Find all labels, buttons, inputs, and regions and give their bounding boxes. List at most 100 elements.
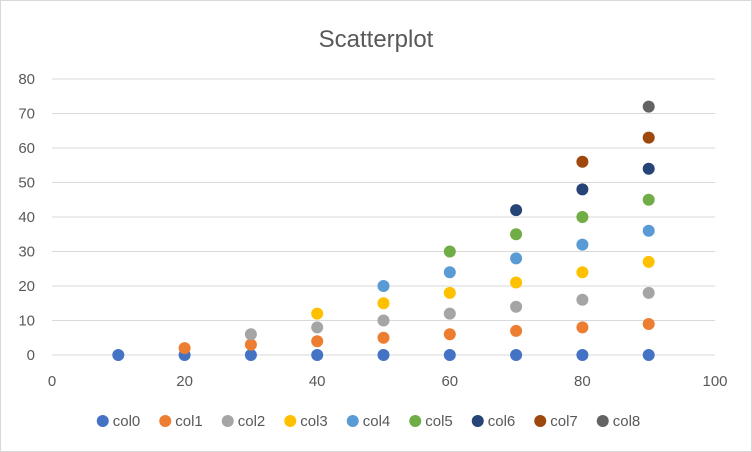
data-point [510,349,523,361]
legend-item-col3: col3 [284,413,328,430]
data-point [642,349,655,361]
data-point [178,342,191,355]
legend-label: col3 [300,413,328,430]
legend-label: col7 [550,413,578,430]
legend-item-col4: col4 [346,413,391,430]
y-tick-label: 40 [18,209,35,226]
series-col1 [178,317,655,355]
y-tick-label: 0 [27,347,35,364]
data-point [311,307,324,320]
legend-item-col1: col1 [159,413,203,430]
data-point [377,349,390,361]
legend-marker [159,415,172,427]
x-tick-label: 20 [176,373,193,390]
data-point [112,349,125,361]
data-point [576,293,589,306]
data-point [311,335,324,348]
legend-label: col1 [175,413,203,430]
legend-marker [534,415,547,427]
series-col6 [510,162,655,217]
gridlines [52,78,715,356]
data-point [244,349,257,361]
data-point [377,297,390,310]
data-point [576,321,589,334]
series-col0 [112,349,655,361]
y-tick-label: 80 [18,71,35,88]
legend-marker [596,415,609,427]
x-tick-label: 80 [574,373,591,390]
legend-item-col0: col0 [96,413,141,430]
series-col3 [311,255,655,320]
data-point [510,204,523,217]
x-tick-label: 0 [48,373,56,390]
data-point [642,193,655,206]
x-axis-ticks: 0 20 40 60 80 100 [48,373,728,390]
data-point [576,238,589,251]
legend-label: col8 [613,413,641,430]
data-point [576,155,589,168]
legend-marker [284,415,297,427]
series-col2 [244,286,655,341]
y-tick-label: 20 [18,278,35,295]
data-point [576,183,589,196]
data-point [244,338,257,351]
legend-label: col6 [488,413,516,430]
data-point [443,328,456,341]
data-point [443,286,456,299]
data-point [377,280,390,292]
data-point [443,307,456,320]
legend-item-col2: col2 [221,413,266,430]
x-tick-label: 100 [702,373,727,390]
legend-label: col4 [363,413,391,430]
x-tick-label: 60 [441,373,458,390]
x-tick-label: 40 [309,373,326,390]
y-tick-label: 70 [18,106,35,123]
data-point [443,349,456,361]
data-point [510,228,523,241]
data-point [642,100,655,113]
legend: col0 col1 col2 col3 col4 col5 col6 col7 col8 [96,413,641,430]
data-point [642,162,655,175]
legend-marker [471,415,484,427]
legend-marker [346,415,359,427]
legend-label: col2 [238,413,266,430]
y-tick-label: 60 [18,140,35,157]
series-col8 [642,100,655,113]
y-tick-label: 10 [18,313,35,330]
series-col7 [576,131,655,168]
legend-item-col5: col5 [409,413,453,430]
data-point [443,266,456,279]
legend-label: col0 [113,413,141,430]
data-point [576,349,589,361]
chart-title: Scatterplot [319,26,434,53]
data-point [311,349,324,361]
data-point [510,300,523,313]
data-point [244,328,257,341]
y-tick-label: 30 [18,244,35,261]
data-point [576,211,589,223]
series-col5 [443,193,655,258]
data-point [642,224,655,237]
data-point [642,131,655,144]
legend-item-col6: col6 [471,413,516,430]
data-point [377,314,390,327]
data-point [510,252,523,265]
data-point [443,245,456,258]
legend-marker [221,415,234,427]
y-tick-label: 50 [18,175,35,192]
data-points [112,100,655,361]
data-point [377,331,390,344]
legend-marker [409,415,422,427]
data-point [642,286,655,299]
data-point [642,255,655,268]
legend-item-col8: col8 [596,413,641,430]
legend-label: col5 [425,413,453,430]
y-axis-ticks: 0 10 20 30 40 50 60 70 80 [18,71,35,364]
legend-item-col7: col7 [534,413,578,430]
data-point [510,276,523,289]
data-point [576,266,589,279]
data-point [311,321,324,334]
legend-marker [96,415,109,427]
